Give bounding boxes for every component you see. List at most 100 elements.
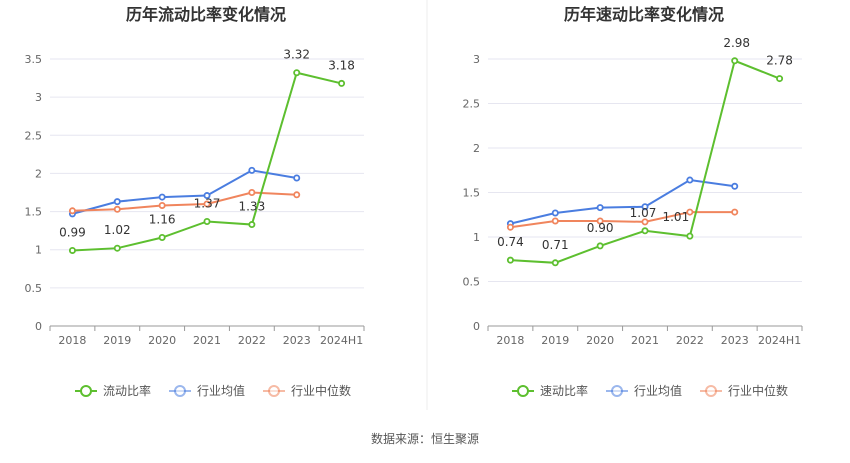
data-point-company bbox=[293, 69, 301, 77]
data-label: 1.16 bbox=[149, 213, 176, 227]
legend-item-company: 流动比率 bbox=[75, 383, 151, 398]
x-tick-label: 2021 bbox=[193, 334, 221, 347]
data-point-industry_avg bbox=[203, 192, 211, 200]
data-point-company bbox=[731, 57, 739, 65]
legend-marker bbox=[611, 385, 623, 397]
chart-panel-1: 历年流动比率变化情况 0 0.5 1 1.5 2 2.5 3 3.5 2018 2019 2020 20… bbox=[25, 5, 365, 398]
legend-item-industry_median: 行业中位数 bbox=[700, 383, 788, 398]
data-label: 0.74 bbox=[497, 235, 524, 249]
series-line-industry_avg bbox=[72, 169, 297, 215]
x-tick-label: 2020 bbox=[148, 334, 176, 347]
legend-item-company: 速动比率 bbox=[512, 383, 588, 398]
x-tick-label: 2023 bbox=[283, 334, 311, 347]
data-label: 1.07 bbox=[630, 206, 657, 220]
legend-label: 行业均值 bbox=[197, 383, 245, 398]
data-point-company bbox=[641, 227, 649, 235]
legend-label: 行业中位数 bbox=[291, 383, 351, 398]
chart-panel-2: 历年速动比率变化情况 0 0.5 1 1.5 2 2.5 3 2018 2019 2020 2021 2… bbox=[463, 5, 803, 398]
legend-item-industry_median: 行业中位数 bbox=[263, 383, 351, 398]
data-point-industry_avg bbox=[293, 174, 301, 182]
legend-marker bbox=[80, 385, 92, 397]
legend-marker bbox=[174, 385, 186, 397]
data-point-company bbox=[248, 221, 256, 229]
data-point-industry_median bbox=[641, 218, 649, 226]
y-tick-label: 2 bbox=[473, 142, 480, 155]
data-label: 3.18 bbox=[328, 58, 355, 72]
x-tick-label: 2022 bbox=[676, 334, 704, 347]
data-label: 2.98 bbox=[723, 36, 750, 50]
data-point-industry_avg bbox=[158, 193, 166, 201]
data-point-company bbox=[506, 256, 514, 264]
x-tick-label: 2020 bbox=[586, 334, 614, 347]
y-tick-label: 1 bbox=[35, 244, 42, 257]
data-point-company bbox=[551, 259, 559, 267]
y-tick-label: 2 bbox=[35, 167, 42, 180]
legend-label: 流动比率 bbox=[103, 383, 151, 398]
x-tick-label: 2022 bbox=[238, 334, 266, 347]
data-point-industry_median bbox=[248, 188, 256, 196]
data-label: 1.37 bbox=[194, 196, 221, 210]
data-point-industry_median bbox=[113, 205, 121, 213]
data-point-industry_median bbox=[686, 208, 694, 216]
x-tick-label: 2019 bbox=[541, 334, 569, 347]
y-tick-label: 1 bbox=[473, 231, 480, 244]
data-label: 2.78 bbox=[766, 54, 793, 68]
y-tick-label: 1.5 bbox=[463, 187, 481, 200]
data-point-company bbox=[113, 244, 121, 252]
data-point-industry_avg bbox=[686, 176, 694, 184]
data-point-industry_median bbox=[293, 191, 301, 199]
data-label: 3.32 bbox=[283, 48, 310, 62]
y-tick-label: 0.5 bbox=[463, 276, 481, 289]
y-tick-label: 0.5 bbox=[25, 282, 43, 295]
x-tick-label: 2019 bbox=[103, 334, 131, 347]
data-point-industry_median bbox=[203, 200, 211, 208]
data-label: 1.01 bbox=[662, 210, 689, 224]
legend-label: 行业中位数 bbox=[728, 383, 788, 398]
data-point-industry_avg bbox=[551, 209, 559, 217]
y-tick-label: 3 bbox=[35, 91, 42, 104]
y-tick-label: 2.5 bbox=[463, 98, 481, 111]
y-tick-label: 0 bbox=[35, 320, 42, 333]
data-point-industry_avg bbox=[113, 198, 121, 206]
series-line-industry_avg bbox=[510, 179, 735, 225]
data-point-company bbox=[596, 242, 604, 250]
data-point-company bbox=[776, 75, 784, 83]
legend-label: 速动比率 bbox=[540, 383, 588, 398]
data-point-company bbox=[686, 232, 694, 240]
legend-item-industry_avg: 行业均值 bbox=[169, 383, 245, 398]
data-point-industry_median bbox=[551, 217, 559, 225]
data-point-industry_avg bbox=[731, 182, 739, 190]
data-point-industry_avg bbox=[248, 166, 256, 174]
y-tick-label: 1.5 bbox=[25, 206, 43, 219]
x-tick-label: 2024H1 bbox=[758, 334, 801, 347]
data-label: 0.99 bbox=[59, 225, 86, 239]
data-point-industry_avg bbox=[641, 203, 649, 211]
legend-label: 行业均值 bbox=[634, 383, 682, 398]
data-source-label: 数据来源：恒生聚源 bbox=[371, 431, 479, 446]
data-point-company bbox=[338, 79, 346, 87]
x-tick-label: 2021 bbox=[631, 334, 659, 347]
data-point-industry_median bbox=[731, 208, 739, 216]
legend-marker bbox=[705, 385, 717, 397]
y-tick-label: 3.5 bbox=[25, 53, 43, 66]
data-point-industry_median bbox=[506, 223, 514, 231]
data-label: 1.02 bbox=[104, 223, 131, 237]
legend-marker bbox=[517, 385, 529, 397]
series-line-industry_median bbox=[510, 211, 735, 229]
legend-item-industry_avg: 行业均值 bbox=[606, 383, 682, 398]
data-point-industry_median bbox=[596, 217, 604, 225]
data-point-company bbox=[203, 217, 211, 225]
x-tick-label: 2024H1 bbox=[320, 334, 363, 347]
data-point-industry_avg bbox=[596, 204, 604, 212]
x-tick-label: 2018 bbox=[58, 334, 86, 347]
data-point-industry_median bbox=[158, 201, 166, 209]
data-point-company bbox=[158, 234, 166, 242]
chart-title: 历年速动比率变化情况 bbox=[564, 5, 724, 24]
x-tick-label: 2023 bbox=[721, 334, 749, 347]
data-point-company bbox=[68, 246, 76, 254]
x-tick-label: 2018 bbox=[496, 334, 524, 347]
chart-title: 历年流动比率变化情况 bbox=[126, 5, 286, 24]
data-label: 0.71 bbox=[542, 238, 569, 252]
data-label: 1.33 bbox=[238, 200, 265, 214]
